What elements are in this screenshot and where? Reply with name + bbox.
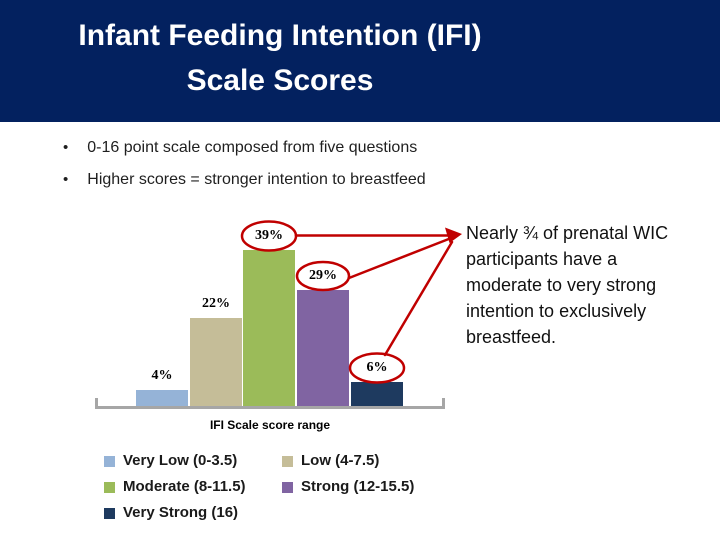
annotation-text: Nearly ¾ of prenatal WIC participants ha… (466, 223, 669, 347)
bar-value-label: 4% (151, 368, 173, 383)
legend-item: Strong (12-15.5) (282, 477, 414, 497)
x-axis-tick-right (442, 398, 445, 409)
legend-item: Moderate (8-11.5) (104, 477, 282, 497)
legend-item: Low (4-7.5) (282, 451, 414, 471)
legend-item: Very Strong (16) (104, 503, 282, 523)
bullet-item: 0-16 point scale composed from five ques… (63, 137, 426, 159)
chart-legend: Very Low (0-3.5) Low (4-7.5) Moderate (8-1… (104, 451, 414, 523)
legend-label: Very Strong (16) (123, 504, 239, 521)
bar-5 (351, 382, 403, 406)
callout-line (383, 240, 454, 357)
title-band: Infant Feeding Intention (IFI) Scale Sco… (0, 0, 720, 122)
bullet-item: Higher scores = stronger intention to br… (63, 169, 426, 191)
legend-label: Low (4-7.5) (301, 452, 380, 469)
arrowhead-icon (445, 227, 462, 243)
bullet-text: 0-16 point scale composed from five ques… (87, 139, 418, 156)
bullet-text: Higher scores = stronger intention to br… (87, 171, 426, 188)
legend-swatch (104, 455, 115, 467)
legend-swatch (282, 455, 293, 467)
bullet-list: 0-16 point scale composed from five ques… (63, 137, 426, 201)
bar-2 (190, 318, 242, 406)
bar-4 (297, 290, 349, 406)
legend-label: Very Low (0-3.5) (123, 452, 238, 469)
legend-swatch (104, 507, 115, 519)
x-axis-title: IFI Scale score range (209, 418, 331, 432)
x-axis-tick-left (95, 398, 98, 409)
callout-line (347, 237, 452, 280)
bar-value-label: 39% (255, 228, 283, 243)
bar-value-label: 6% (366, 360, 388, 375)
legend-label: Moderate (8-11.5) (123, 478, 246, 495)
bar-3 (243, 250, 295, 406)
legend-label: Strong (12-15.5) (301, 478, 415, 495)
legend-item: Very Low (0-3.5) (104, 451, 282, 471)
legend-swatch (104, 481, 115, 493)
legend-swatch (282, 481, 293, 493)
bar-1 (136, 390, 188, 406)
slide-title: Infant Feeding Intention (IFI) Scale Sco… (78, 19, 482, 97)
x-axis-line (95, 406, 445, 409)
bar-value-label: 29% (309, 268, 337, 283)
bar-value-label: 22% (202, 296, 230, 311)
